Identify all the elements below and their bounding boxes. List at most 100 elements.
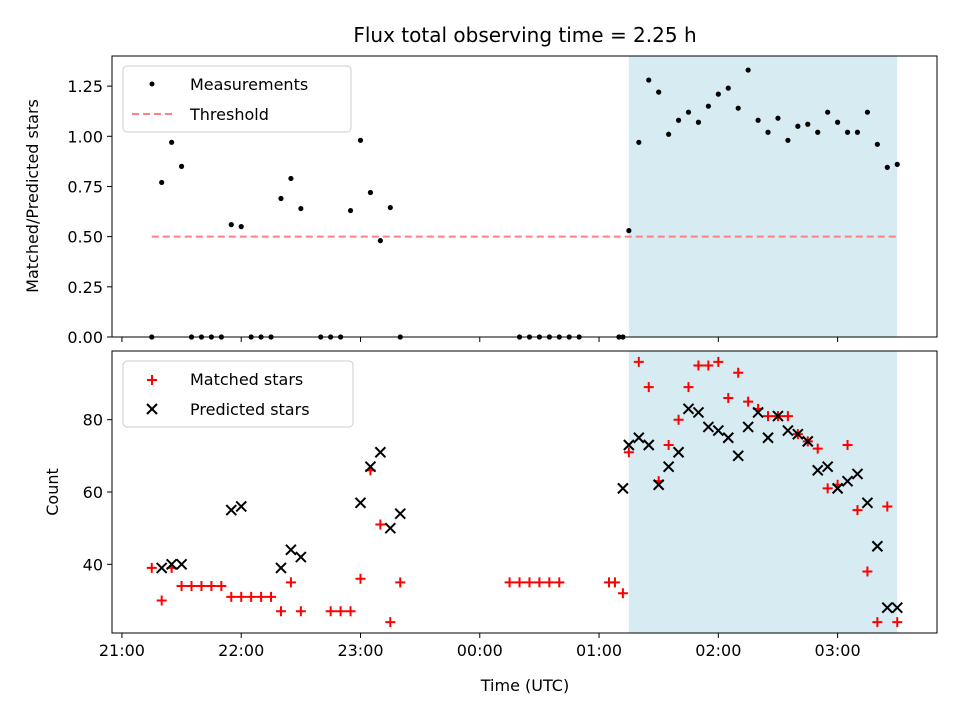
predicted-star-point <box>225 504 237 516</box>
measurement-point <box>785 137 791 143</box>
legend-measurements-label: Measurements <box>190 75 308 94</box>
top-plot-panel: 0.00 0.25 0.50 0.75 1.00 1.25 Matched/Predict… <box>23 55 938 347</box>
y-tick-label: 40 <box>83 555 103 574</box>
y-tick-label: 0.25 <box>67 278 103 297</box>
measurement-point <box>347 207 354 214</box>
measurement-point <box>835 119 841 125</box>
measurement-point <box>825 109 831 115</box>
predicted-star-point <box>692 406 705 419</box>
bottom-legend: Matched stars Predicted stars <box>122 360 354 428</box>
predicted-star-point <box>285 544 297 556</box>
matched-star-point <box>723 393 734 403</box>
measurement-point <box>238 224 244 230</box>
predicted-star-point <box>802 435 814 448</box>
y-tick-label: 0.00 <box>67 328 103 347</box>
matched-star-point <box>713 356 724 367</box>
predicted-star-point <box>235 500 247 513</box>
measurement-point <box>805 121 811 127</box>
predicted-star-point <box>861 497 874 509</box>
matched-star-point <box>256 591 267 602</box>
predicted-star-point <box>175 558 188 571</box>
measurement-point <box>178 163 185 169</box>
matched-star-point <box>733 367 744 378</box>
x-tick-label: 01:00 <box>576 641 622 660</box>
matched-star-point <box>295 606 306 617</box>
predicted-star-point <box>275 562 287 574</box>
y-tick-label: 0.50 <box>67 228 103 247</box>
matched-star-point <box>146 562 157 573</box>
x-tick-label: 03:00 <box>815 641 861 660</box>
matched-star-point <box>385 617 396 628</box>
predicted-star-point <box>841 475 854 487</box>
measurement-point <box>278 195 284 202</box>
matched-star-point <box>842 440 853 450</box>
predicted-star-point <box>821 460 834 473</box>
predicted-star-point <box>165 558 178 571</box>
measurement-point <box>854 129 861 135</box>
predicted-star-point <box>782 424 794 437</box>
matched-star-point <box>554 577 565 588</box>
top-y-axis-label: Matched/Predicted stars <box>23 99 42 293</box>
bottom-legend-box <box>122 360 354 428</box>
legend-matched-marker <box>147 375 157 385</box>
measurement-point <box>765 129 771 135</box>
matched-star-point <box>862 566 873 577</box>
matched-star-point <box>609 577 620 588</box>
matched-star-point <box>176 581 187 591</box>
bottom-axis-ticks: 21:00 22:00 23:00 00:00 01:00 02:00 03:00 40 60 8… <box>83 411 861 660</box>
measurement-point <box>159 179 165 186</box>
predicted-star-point <box>617 482 629 495</box>
predicted-star-point <box>643 439 655 451</box>
y-tick-label: 60 <box>83 483 103 502</box>
predicted-star-point <box>891 601 903 614</box>
matched-star-point <box>743 396 754 407</box>
predicted-star-point <box>662 460 675 473</box>
matched-star-point <box>882 501 893 512</box>
predicted-star-point <box>752 406 764 419</box>
matched-star-point <box>673 414 684 425</box>
measurement-point <box>894 161 900 167</box>
measurement-point <box>646 77 652 83</box>
predicted-star-point <box>732 450 744 462</box>
measurement-point <box>636 139 642 145</box>
matched-star-point <box>872 617 883 628</box>
matched-star-point <box>892 617 903 628</box>
bottom-highlight-span <box>628 351 898 633</box>
top-axis-ticks: 0.00 0.25 0.50 0.75 1.00 1.25 <box>67 77 839 347</box>
legend-matched-label: Matched stars <box>190 370 303 389</box>
measurement-point <box>685 109 692 115</box>
matched-star-point <box>186 581 197 591</box>
x-tick-label: 21:00 <box>99 641 145 660</box>
matched-star-point <box>544 577 555 588</box>
measurement-point <box>874 141 880 147</box>
matched-star-point <box>633 356 644 367</box>
measurement-point <box>735 105 741 111</box>
matched-star-point <box>285 577 296 588</box>
x-tick-label: 00:00 <box>457 641 503 660</box>
predicted-star-point <box>295 551 307 563</box>
matched-star-point <box>335 606 346 617</box>
matched-star-point <box>782 411 793 422</box>
measurement-point <box>298 205 304 212</box>
matched-star-point <box>623 447 634 458</box>
legend-predicted-label: Predicted stars <box>190 400 310 419</box>
bottom-y-axis-label: Count <box>43 468 62 516</box>
matched-star-point <box>763 411 774 422</box>
top-legend-box <box>122 65 352 133</box>
measurement-point <box>377 238 383 244</box>
matched-star-point <box>524 577 535 588</box>
measurement-point <box>357 137 364 143</box>
legend-measurements-marker <box>149 81 155 87</box>
matched-star-point <box>812 443 823 454</box>
matched-star-point <box>246 591 257 602</box>
matched-star-point <box>852 505 863 516</box>
predicted-star-point <box>742 421 754 433</box>
measurement-point <box>725 85 731 91</box>
predicted-star-point <box>374 446 387 458</box>
matched-star-point <box>514 577 525 588</box>
measurement-point <box>169 139 175 145</box>
predicted-star-point <box>871 540 884 552</box>
predicted-star-point <box>364 460 377 473</box>
measurement-point <box>666 131 672 137</box>
predicted-star-point <box>762 432 774 444</box>
